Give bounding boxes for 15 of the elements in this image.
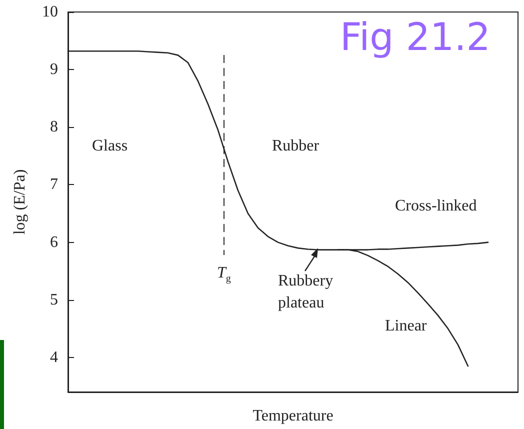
annotation: Rubbery plateau: [278, 272, 334, 312]
y-tick-label: 6: [50, 234, 58, 251]
y-tick-label: 9: [50, 61, 58, 78]
annotation: Linear: [385, 318, 428, 334]
annotation: Fig 21.2: [340, 15, 490, 59]
y-tick-label: 10: [42, 4, 58, 20]
y-tick-label: 8: [50, 118, 58, 136]
annotation: Glass: [92, 138, 128, 154]
x-axis-title: Temperature: [252, 408, 334, 424]
y-tick-label: 5: [50, 291, 58, 308]
annotation: Cross-linked: [395, 198, 477, 214]
y-axis-title: log (E/Pa): [12, 169, 28, 235]
y-tick-label: 4: [50, 348, 58, 366]
annotation: Rubber: [272, 138, 320, 154]
y-tick-label: 7: [50, 176, 58, 194]
